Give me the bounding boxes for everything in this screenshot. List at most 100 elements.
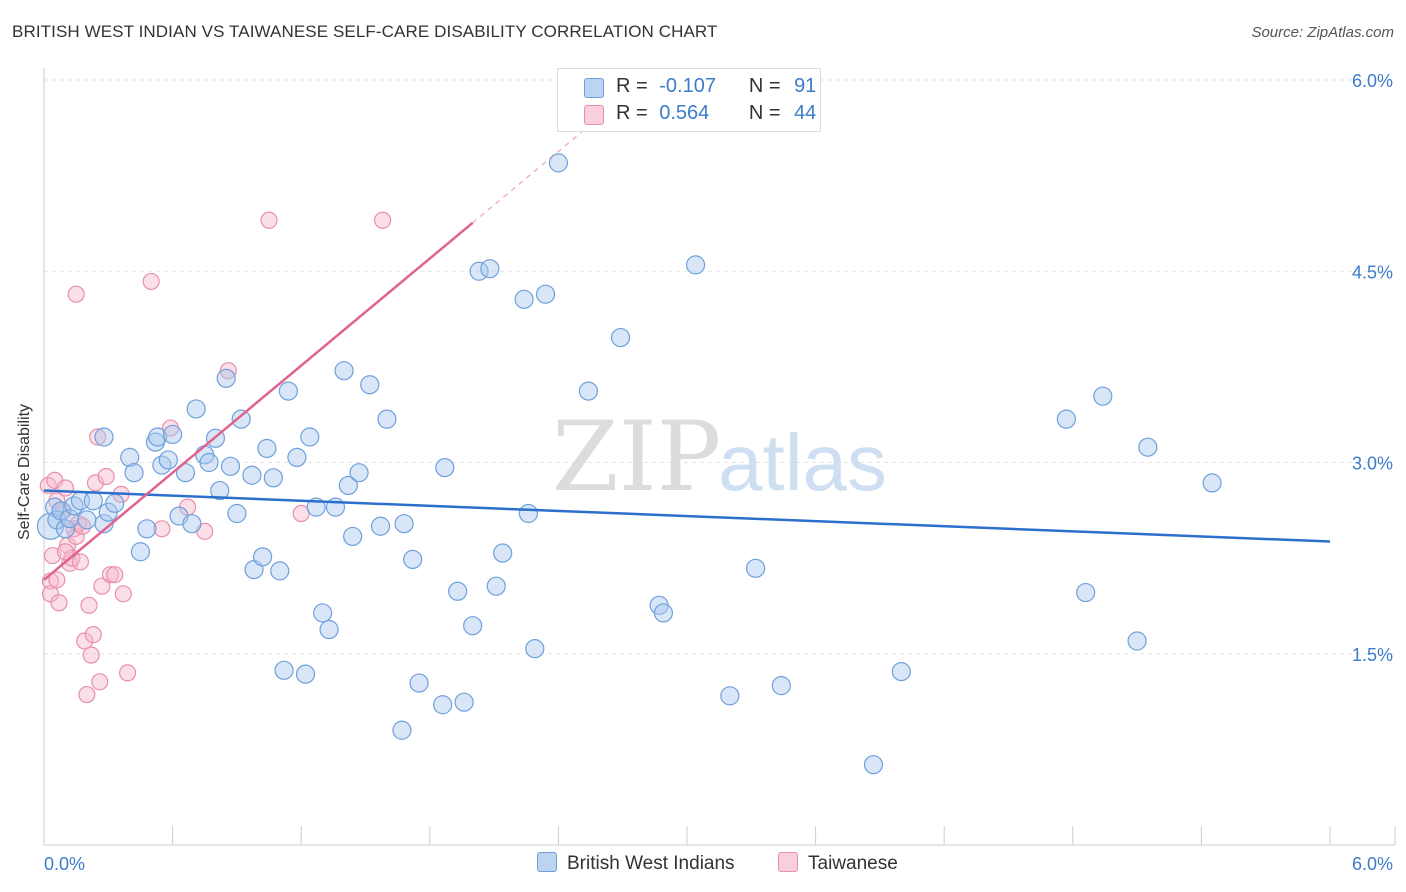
bottom-legend-taiwanese[interactable]: Taiwanese — [778, 852, 898, 875]
taiwanese-point — [82, 646, 100, 664]
british-west-indians-point — [514, 289, 534, 309]
taiwanese-point — [76, 632, 94, 650]
source-credit[interactable]: Source: ZipAtlas.com — [1251, 24, 1394, 41]
british-west-indians-point — [518, 503, 538, 524]
british-west-indians-point — [105, 493, 125, 513]
taiwanese-point — [153, 520, 171, 538]
british-west-indians-point — [300, 427, 320, 447]
taiwanese-point — [56, 543, 75, 561]
british-west-indians-point — [231, 409, 251, 429]
british-west-indians-point — [147, 427, 168, 447]
british-west-indians-point — [287, 447, 307, 467]
legend-n-label: N = — [748, 102, 781, 124]
taiwanese-point — [48, 571, 66, 589]
taiwanese-trend-line — [43, 221, 474, 581]
legend-n-label: N = — [748, 75, 781, 97]
y-axis-tick-labels: 1.5% 3.0% 4.5% 6.0% — [1352, 71, 1393, 665]
british-west-indians-point — [548, 153, 569, 173]
y-tick-label: 4.5% — [1352, 262, 1393, 282]
x-axis-ticks — [43, 826, 1396, 845]
bottom-legend-british-west-indians[interactable]: British West Indians — [537, 852, 735, 875]
taiwanese-point — [43, 546, 62, 565]
british-west-indians-point — [163, 424, 183, 445]
taiwanese-point — [93, 577, 111, 595]
watermark-atlas: atlas — [718, 418, 887, 507]
british-west-indians-point — [463, 616, 483, 636]
british-west-indians-point — [60, 508, 80, 529]
british-west-indians-point — [263, 468, 283, 488]
legend-r-value: 0.564 — [659, 102, 710, 124]
taiwanese-point — [97, 467, 115, 486]
axes — [43, 68, 1395, 846]
legend-n-value: 44 — [794, 102, 817, 124]
taiwanese-point — [41, 585, 60, 603]
british-west-indians-point — [653, 603, 674, 623]
british-west-indians-point — [319, 619, 339, 640]
y-tick-label: 1.5% — [1352, 645, 1393, 665]
british-west-indians-point — [120, 447, 140, 467]
taiwanese-point — [101, 566, 120, 584]
british-west-indians-point — [433, 695, 453, 715]
british-west-indians-point — [1056, 409, 1076, 429]
taiwanese-point — [88, 428, 107, 446]
british-west-indians-point — [137, 519, 157, 539]
legend-r-label: R = — [616, 102, 648, 124]
y-tick-label: 3.0% — [1352, 454, 1393, 474]
british-west-indians-point — [448, 581, 468, 601]
british-west-indians-point — [220, 456, 241, 476]
taiwanese-point — [86, 474, 105, 492]
taiwanese-point — [118, 664, 137, 682]
british-west-indians-point — [349, 463, 369, 483]
british-west-indians-point — [210, 480, 230, 501]
bottom-legend-label: Taiwanese — [808, 853, 898, 874]
trend-lines — [43, 124, 1331, 581]
british-west-indians-point — [409, 673, 429, 693]
british-west-indians-point — [278, 381, 298, 401]
british-west-indians-point — [403, 549, 423, 570]
legend-swatch-pink — [584, 105, 604, 125]
british-west-indians-point — [486, 576, 506, 596]
british-west-indians-point — [158, 450, 178, 470]
british-west-indians-point — [435, 458, 455, 478]
taiwanese-point — [80, 596, 98, 614]
taiwanese-point — [78, 685, 96, 704]
taiwanese-point — [84, 626, 102, 644]
british-west-indians-point — [199, 452, 219, 473]
taiwanese-points — [39, 211, 392, 704]
british-west-indians-point — [480, 259, 500, 279]
british-west-indians-trend-line — [43, 489, 1331, 543]
british-west-indians-point — [257, 438, 277, 459]
legend-r-value: -0.107 — [659, 75, 716, 97]
taiwanese-point — [114, 585, 132, 603]
legend-n-value: 91 — [794, 75, 817, 97]
taiwanese-point — [67, 527, 85, 546]
british-west-indians-point — [216, 368, 236, 388]
correlation-legend: R = -0.107 N = 91 R = 0.564 N = 44 — [557, 68, 821, 132]
taiwanese-point — [106, 566, 124, 584]
british-west-indians-point — [64, 496, 84, 516]
taiwanese-point — [219, 362, 237, 380]
watermark-zip: ZIP — [552, 401, 721, 513]
british-west-indians-point — [270, 561, 290, 581]
british-west-indians-point — [227, 503, 247, 524]
taiwanese-point — [142, 272, 160, 291]
british-west-indians-point — [377, 409, 397, 429]
british-west-indians-point — [745, 558, 766, 578]
british-west-indians-point — [610, 327, 631, 348]
british-west-indians-point — [124, 463, 144, 483]
taiwanese-point — [91, 673, 109, 691]
british-west-indians-point — [392, 720, 412, 740]
chart-title: BRITISH WEST INDIAN VS TAIWANESE SELF-CA… — [12, 22, 718, 41]
british-west-indians-point — [535, 284, 556, 304]
british-west-indians-point — [863, 755, 884, 775]
british-west-indians-point — [343, 526, 363, 547]
british-west-indians-point — [720, 686, 740, 706]
british-west-indians-point — [370, 516, 391, 536]
british-west-indians-point — [175, 463, 196, 483]
british-west-indians-point — [1138, 437, 1158, 457]
british-west-indians-point — [685, 255, 706, 275]
british-west-indians-point — [186, 399, 206, 419]
x-axis-tick-labels: 0.0% 6.0% — [44, 854, 1393, 874]
legend-r-label: R = — [616, 75, 648, 97]
